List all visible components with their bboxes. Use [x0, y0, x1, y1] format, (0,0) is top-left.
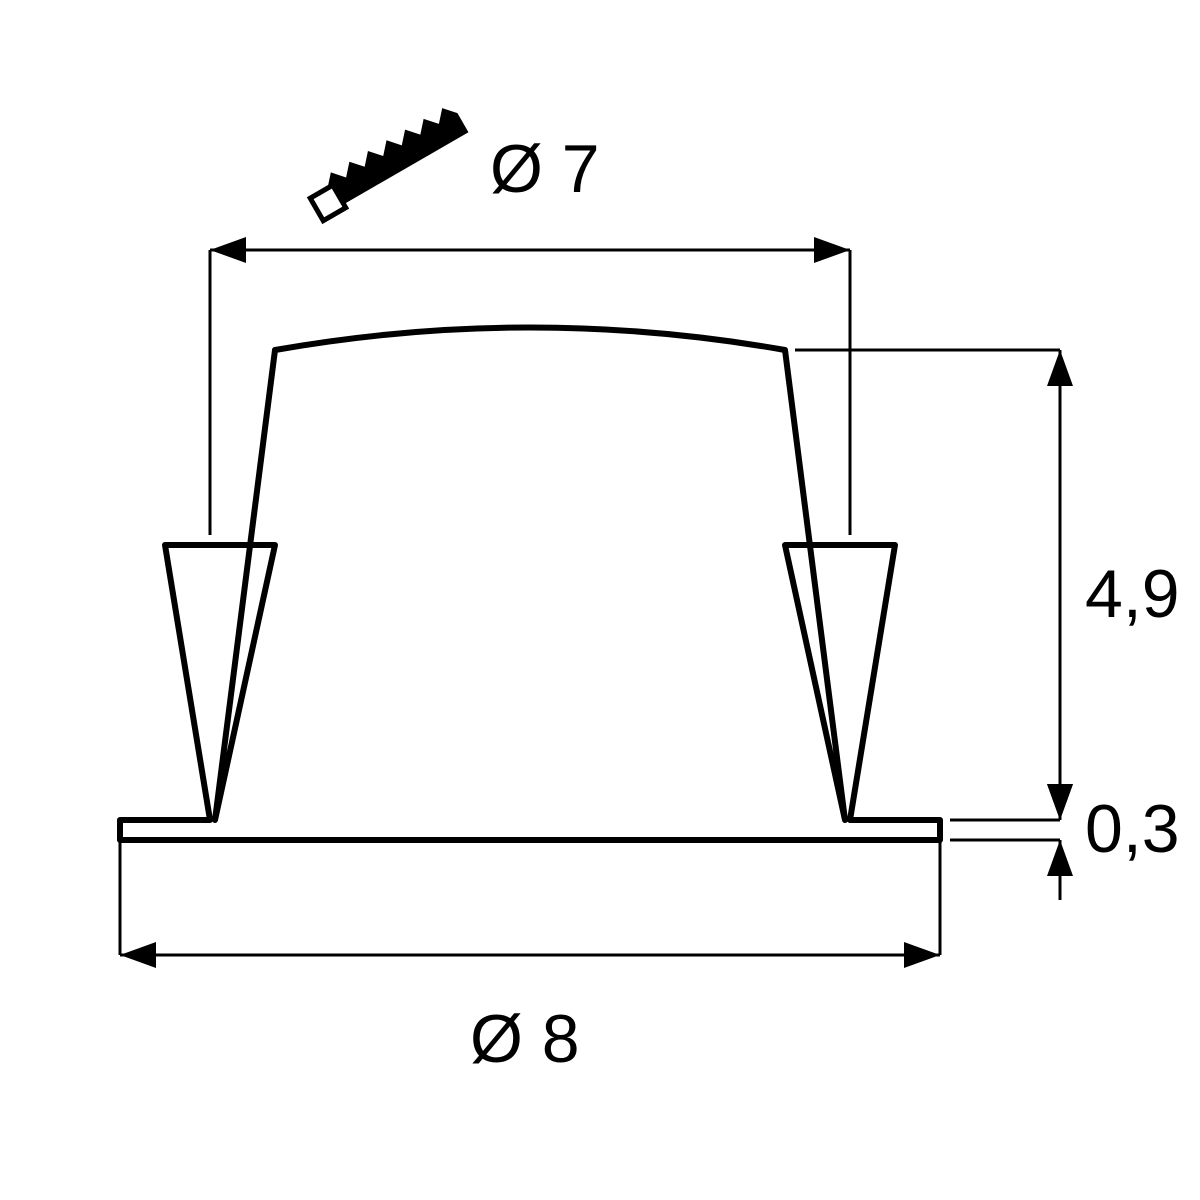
- hole-saw-icon: [304, 103, 470, 221]
- outer-diameter-label: Ø 8: [470, 1000, 580, 1078]
- flange-thickness-label: 0,3: [1085, 790, 1180, 868]
- fixture-outline: [120, 328, 940, 841]
- technical-drawing: { "canvas": { "w": 1200, "h": 1200, "bg"…: [0, 0, 1200, 1200]
- cut-diameter-label: Ø 7: [490, 130, 600, 208]
- height-label: 4,9: [1085, 555, 1180, 633]
